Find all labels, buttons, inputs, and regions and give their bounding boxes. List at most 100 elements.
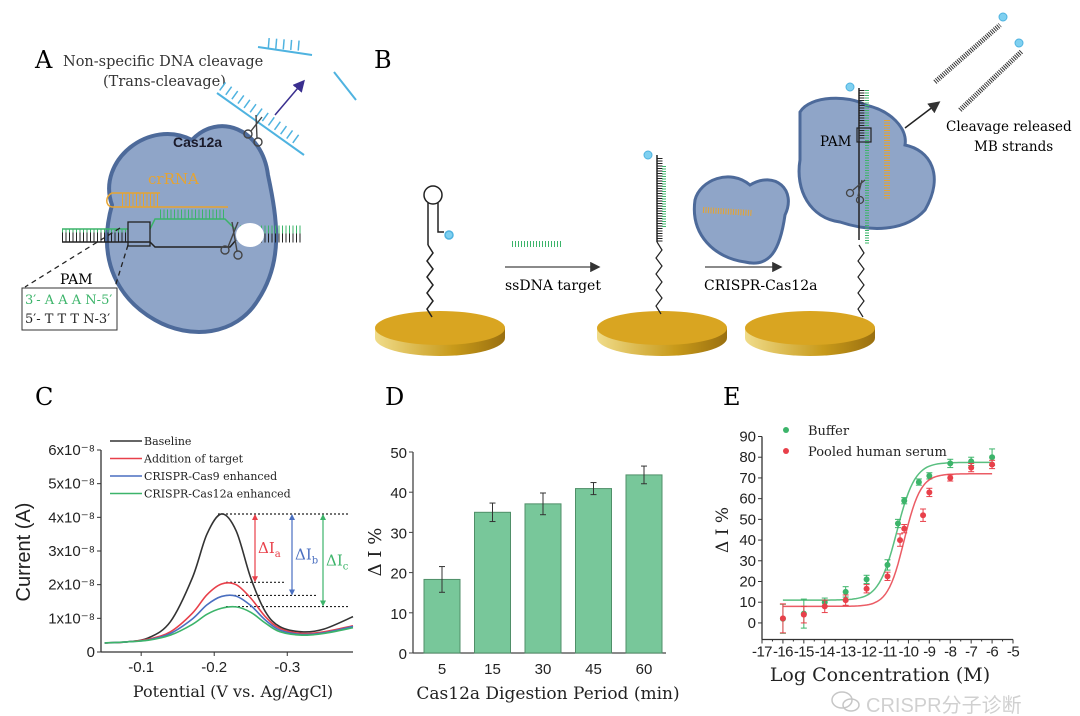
pam-box [21, 287, 118, 331]
y-tick-label: 20 [739, 574, 756, 591]
panel-letter-e: E [723, 383, 741, 411]
x-tick-label: 15 [484, 661, 501, 678]
bar [575, 488, 612, 654]
x-tick-label: -7 [965, 644, 977, 661]
series-line-baseline [104, 513, 354, 644]
arrow-head [320, 600, 326, 607]
data-point [926, 489, 933, 496]
pam-label: PAM [60, 272, 93, 288]
data-point [947, 460, 954, 467]
data-point [779, 615, 786, 622]
crrna-strand [106, 192, 228, 208]
x-tick-label: -14 [815, 644, 835, 661]
arrow-head [252, 576, 258, 583]
legend-marker [783, 448, 789, 454]
pam-seq-bottom: 5′- T T T N-3′ [25, 312, 110, 327]
watermark: CRISPR分子诊断 [831, 691, 1022, 716]
panel-letter-a: A [34, 46, 53, 74]
arrow-head [252, 513, 258, 520]
arrow-head [320, 513, 326, 520]
data-point [863, 576, 870, 583]
y-tick-label: 0 [748, 615, 756, 632]
released-mb-strands [933, 12, 1024, 112]
y-tick-label: 5x10⁻⁸ [48, 476, 95, 493]
x-tick-label: -5 [1007, 644, 1019, 661]
y-tick-label: 20 [390, 566, 407, 583]
chart-c-ylabel: Current (A) [13, 503, 35, 602]
data-point [989, 454, 996, 461]
chart-d: 0 10 20 30 40 50 5 15 30 45 60 [390, 445, 666, 678]
x-tick-label: -17 [752, 644, 772, 661]
cleaved-probe [845, 82, 890, 318]
x-tick-label: 60 [636, 661, 653, 678]
x-tick-label: 30 [535, 661, 552, 678]
panel-letter-c: C [35, 383, 53, 411]
x-tick-label: -16 [773, 644, 793, 661]
y-tick-label: 6x10⁻⁸ [48, 442, 95, 459]
fit-curve [782, 473, 993, 608]
data-point [821, 603, 828, 610]
y-tick-label: 0 [399, 646, 407, 663]
release-arrow [274, 79, 305, 116]
release-arrow [904, 101, 941, 129]
legend-label: Baseline [144, 435, 191, 448]
release-label-line2: MB strands [974, 139, 1053, 155]
data-point [926, 472, 933, 479]
series-line-crispr-cas9-enhanced [104, 594, 354, 644]
data-point [968, 458, 975, 465]
x-tick-label: -0.2 [201, 659, 227, 676]
delta-label: ΔIa [258, 539, 281, 560]
chart-e-xlabel: Log Concentration (M) [770, 664, 990, 686]
x-tick-label: -12 [857, 644, 877, 661]
data-point [884, 561, 891, 568]
data-point [842, 588, 849, 595]
y-tick-label: 4x10⁻⁸ [48, 509, 95, 526]
bar [524, 503, 562, 654]
legend-label: CRISPR-Cas9 enhanced [144, 470, 277, 483]
chart-e-ylabel: Δ I % [713, 507, 733, 553]
legend-label: CRISPR-Cas12a enhanced [144, 488, 291, 501]
legend-label: Buffer [808, 424, 850, 439]
y-tick-label: 3x10⁻⁸ [48, 543, 95, 560]
scissors-icon [243, 114, 263, 147]
x-tick-label: -10 [898, 644, 918, 661]
y-tick-label: 1x10⁻⁸ [48, 610, 95, 627]
panel-a-subtitle: (Trans-cleavage) [103, 74, 226, 90]
chart-d-ylabel: Δ I % [365, 528, 386, 577]
data-point [894, 520, 901, 527]
panel-letter-d: D [385, 383, 404, 411]
step2-label: CRISPR-Cas12a [704, 278, 817, 294]
data-point [842, 597, 849, 604]
release-label-line1: Cleavage released [946, 119, 1072, 135]
gold-electrode [375, 311, 505, 356]
callout-line [24, 227, 121, 288]
x-tick-label: -0.1 [128, 659, 154, 676]
arrow-head [289, 589, 295, 596]
data-point [901, 497, 908, 504]
cleaved-dna-fragments [216, 38, 357, 156]
y-tick-label: 50 [390, 445, 407, 462]
y-tick-label: 0 [87, 644, 95, 661]
panel-a: A Non-specific DNA cleavage (Trans-cleav… [21, 38, 357, 334]
x-tick-label: -11 [878, 644, 897, 661]
x-tick-label: 45 [585, 661, 602, 678]
y-tick-label: 70 [739, 470, 756, 487]
data-point [901, 525, 908, 532]
legend-label: Addition of target [143, 453, 244, 466]
y-tick-label: 30 [739, 553, 756, 570]
crrna-label: crRNA [148, 170, 199, 188]
panel-letter-b: B [374, 46, 392, 74]
data-point [947, 474, 954, 481]
bar [625, 474, 663, 654]
x-tick-label: -9 [923, 644, 935, 661]
crrna-strand [702, 207, 753, 216]
legend-label: Pooled human serum [808, 445, 947, 460]
chart-c: 0 1x10⁻⁸ 2x10⁻⁸ 3x10⁻⁸ 4x10⁻⁸ 5x10⁻⁸ 6x10⁻⁸ -0.… [48, 435, 354, 676]
data-point [920, 512, 927, 519]
y-tick-label: 2x10⁻⁸ [48, 577, 95, 594]
arrow-head [289, 513, 295, 520]
y-tick-label: 10 [390, 606, 407, 623]
hairpin-probe [423, 185, 454, 318]
pam-seq-top: 3′- A A A N-5′ [25, 293, 112, 308]
y-tick-label: 30 [390, 525, 407, 542]
